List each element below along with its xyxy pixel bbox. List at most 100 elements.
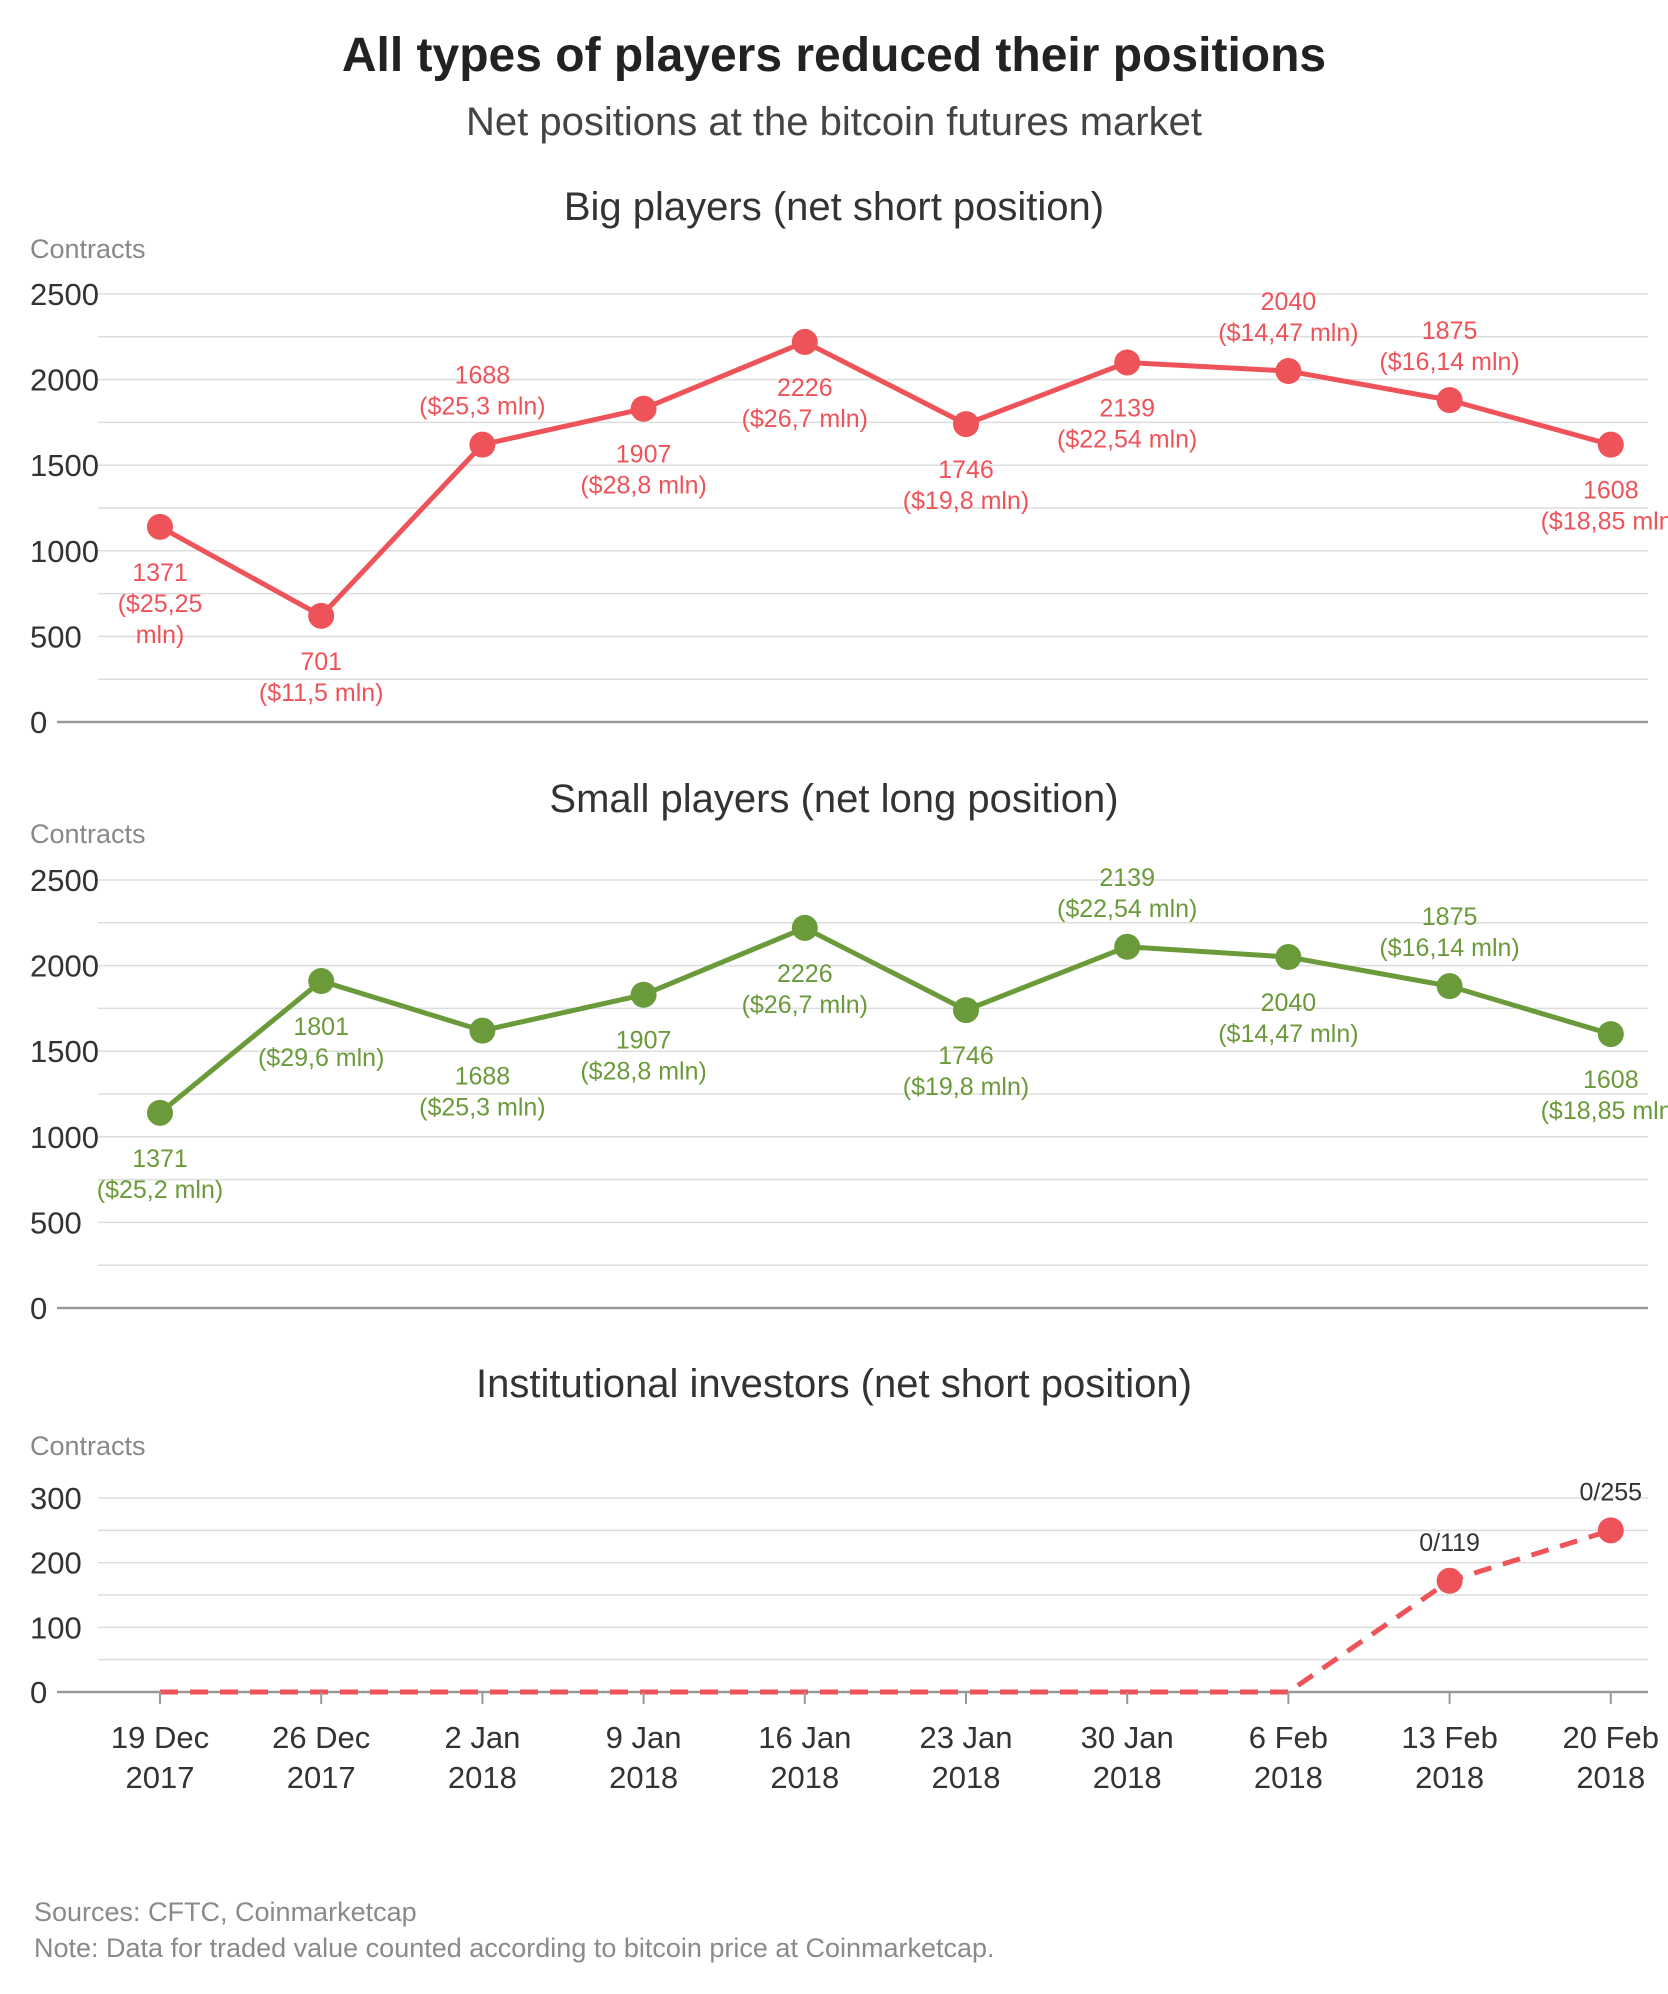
data-note: Note: Data for traded value counted acco… <box>34 1933 995 1963</box>
sources-note: Sources: CFTC, Coinmarketcap <box>34 1897 417 1927</box>
small-players-data-label: ($26,7 mln) <box>742 991 868 1019</box>
big-players-data-label: 1746 <box>938 456 994 484</box>
small-players-data-label: 1746 <box>938 1042 994 1070</box>
x-tick-label: 2018 <box>1093 1760 1162 1795</box>
x-tick-label: 23 Jan <box>919 1720 1012 1755</box>
big-players-data-label: 2139 <box>1099 394 1155 422</box>
big-players-data-point <box>791 328 818 355</box>
big-players-data-label: 2226 <box>777 374 833 402</box>
small-players-data-label: 2040 <box>1261 989 1317 1017</box>
small-players-y-tick-label: 1000 <box>30 1120 99 1155</box>
small-players-data-label: ($22,54 mln) <box>1057 895 1197 923</box>
big-players-data-point <box>1114 349 1141 376</box>
big-players-y-tick-label: 1000 <box>30 534 99 569</box>
big-players-data-label: 1907 <box>616 441 672 469</box>
x-tick-label: 2 Jan <box>444 1720 520 1755</box>
big-players-data-label: 2040 <box>1261 288 1317 316</box>
big-players-data-label: ($16,14 mln) <box>1379 348 1519 376</box>
big-players-data-label: ($25,25 <box>118 590 203 618</box>
institutional-series-line <box>160 1527 1612 1695</box>
page-subtitle: Net positions at the bitcoin futures mar… <box>466 100 1202 144</box>
small-players-data-label: ($16,14 mln) <box>1379 934 1519 962</box>
small-players-y-axis-label: Contracts <box>30 819 146 849</box>
big-players-data-label: 701 <box>300 648 342 676</box>
big-players-data-label: ($26,7 mln) <box>742 405 868 433</box>
small-players-data-point <box>953 997 979 1024</box>
big-players-chart-title: Big players (net short position) <box>564 185 1104 229</box>
small-players-data-point <box>1114 933 1141 960</box>
x-tick-label: 2018 <box>448 1760 517 1795</box>
big-players-data-label: ($14,47 mln) <box>1218 319 1358 347</box>
big-players-data-label: 1371 <box>132 559 188 587</box>
x-tick-label: 6 Feb <box>1249 1720 1328 1755</box>
x-tick-label: 2018 <box>932 1760 1001 1795</box>
big-players-data-point <box>469 431 496 458</box>
institutional-data-label: 0/119 <box>1419 1529 1480 1557</box>
small-players-y-tick-label: 1500 <box>30 1034 99 1069</box>
x-tick-label: 19 Dec <box>111 1720 209 1755</box>
big-players-data-label: 1608 <box>1583 477 1639 505</box>
institutional-data-point <box>1597 1517 1624 1544</box>
small-players-data-label: 1371 <box>132 1145 188 1173</box>
small-players-data-label: ($25,3 mln) <box>419 1094 545 1122</box>
small-players-data-point <box>630 981 657 1008</box>
small-players-data-label: 1688 <box>455 1063 511 1091</box>
small-players-y-tick-label: 500 <box>30 1205 82 1240</box>
small-players-data-label: ($18,85 mln) <box>1541 1097 1668 1125</box>
big-players-y-tick-label: 2500 <box>30 277 99 312</box>
institutional-y-tick-label: 300 <box>30 1481 82 1516</box>
institutional-y-tick-label: 100 <box>30 1610 82 1645</box>
small-players-data-label: 2139 <box>1099 864 1155 892</box>
small-players-data-label: ($19,8 mln) <box>903 1073 1029 1101</box>
big-players-data-label: 1688 <box>455 362 511 390</box>
big-players-data-point <box>147 513 173 540</box>
big-players-y-tick-label: 500 <box>30 619 82 654</box>
small-players-data-point <box>791 914 818 941</box>
x-tick-label: 2018 <box>609 1760 678 1795</box>
big-players-data-label: ($18,85 mln) <box>1541 508 1668 536</box>
x-tick-label: 9 Jan <box>606 1720 682 1755</box>
small-players-data-label: 1907 <box>616 1027 672 1055</box>
small-players-data-point <box>1275 944 1302 971</box>
institutional-data-point <box>1436 1567 1463 1594</box>
big-players-y-axis-label: Contracts <box>30 234 146 264</box>
big-players-data-point <box>630 395 657 422</box>
small-players-data-point <box>147 1099 173 1126</box>
x-tick-label: 26 Dec <box>272 1720 370 1755</box>
big-players-data-label: ($25,3 mln) <box>419 393 545 421</box>
big-players-data-label: mln) <box>136 621 185 649</box>
x-tick-label: 2018 <box>1254 1760 1323 1795</box>
big-players-data-point <box>1275 358 1302 385</box>
x-tick-label: 20 Feb <box>1563 1720 1660 1755</box>
small-players-data-label: 1875 <box>1422 903 1478 931</box>
big-players-y-tick-label: 0 <box>30 705 47 740</box>
big-players-data-label: ($11,5 mln) <box>259 679 384 707</box>
x-tick-label: 2018 <box>1576 1760 1645 1795</box>
x-tick-label: 2017 <box>126 1760 195 1795</box>
small-players-data-point <box>308 968 335 995</box>
institutional-chart-title: Institutional investors (net short posit… <box>476 1362 1192 1406</box>
big-players-data-label: 1875 <box>1422 317 1478 345</box>
big-players-data-label: ($22,54 mln) <box>1057 425 1197 453</box>
big-players-data-label: ($28,8 mln) <box>580 472 706 500</box>
x-tick-label: 16 Jan <box>758 1720 851 1755</box>
page-title: All types of players reduced their posit… <box>341 29 1327 82</box>
small-players-y-tick-label: 2500 <box>30 863 99 898</box>
big-players-y-tick-label: 2000 <box>30 363 99 398</box>
small-players-data-point <box>1597 1021 1624 1048</box>
small-players-series-line <box>157 925 1614 1116</box>
small-players-data-point <box>469 1017 496 1044</box>
small-players-y-tick-label: 2000 <box>30 949 99 984</box>
big-players-series-line <box>157 339 1614 619</box>
big-players-data-point <box>953 411 979 438</box>
x-tick-label: 13 Feb <box>1401 1720 1498 1755</box>
big-players-y-tick-label: 1500 <box>30 448 99 483</box>
big-players-data-point <box>308 602 335 629</box>
small-players-data-label: ($14,47 mln) <box>1218 1020 1358 1048</box>
institutional-y-axis-label: Contracts <box>30 1431 146 1461</box>
small-players-data-label: 2226 <box>777 960 833 988</box>
x-tick-label: 2018 <box>1415 1760 1484 1795</box>
x-tick-label: 2018 <box>770 1760 839 1795</box>
big-players-data-point <box>1597 431 1624 458</box>
